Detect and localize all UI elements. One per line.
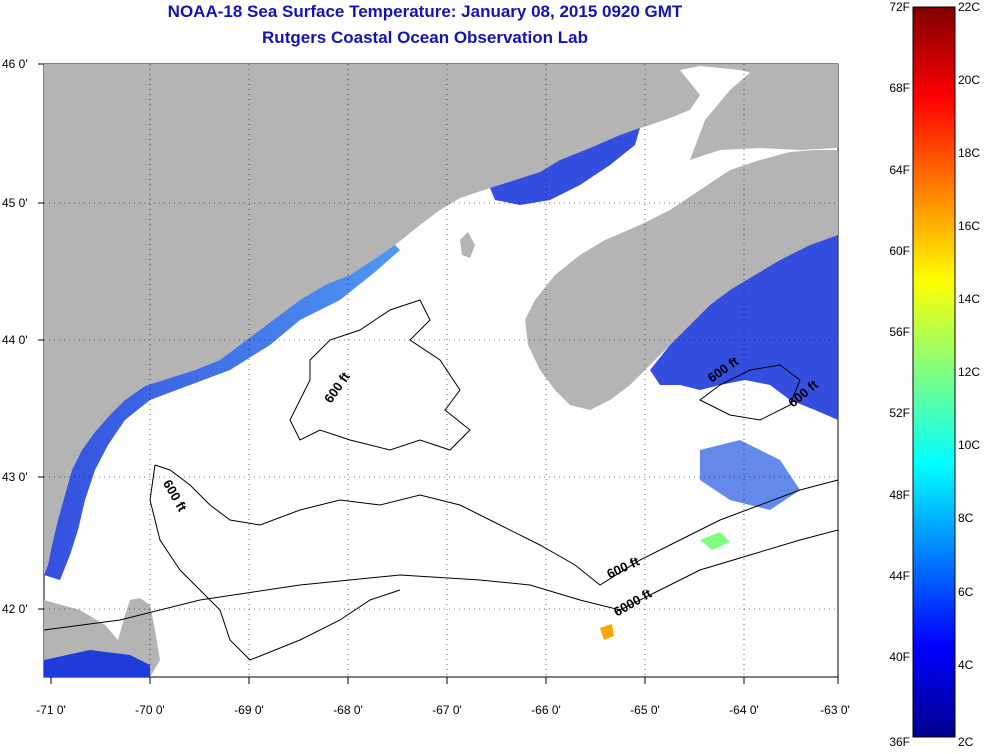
colorbar-f-label: 40F <box>889 650 910 664</box>
colorbar-c-label: 10C <box>958 438 981 452</box>
colorbar-c-label: 22C <box>958 0 981 14</box>
sst-southern-patch <box>44 650 150 677</box>
land-nova-scotia <box>525 150 838 410</box>
colorbar-c-label: 8C <box>958 511 974 525</box>
contour-600ft-south <box>154 464 838 586</box>
x-tick-label: -65 0' <box>630 703 660 717</box>
x-tick-label: -68 0' <box>333 703 363 717</box>
sst-warm-spot <box>600 624 614 640</box>
map-subtitle: Rutgers Coastal Ocean Observation Lab <box>262 28 588 47</box>
colorbar-c-label: 20C <box>958 73 981 87</box>
y-axis-ticks <box>38 63 44 610</box>
y-tick-label: 43 0' <box>2 470 28 484</box>
contour-600ft-east <box>699 364 801 421</box>
y-tick-label: 44 0' <box>2 333 28 347</box>
sst-green-spot <box>700 532 730 550</box>
land-new-england <box>44 64 838 575</box>
gridlines <box>44 64 838 677</box>
colorbar-c-label: 4C <box>958 658 974 672</box>
x-tick-label: -70 0' <box>135 703 165 717</box>
sst-offshore-patch <box>700 440 800 510</box>
colorbar-f-label: 36F <box>889 735 910 749</box>
colorbar-c-label: 18C <box>958 146 981 160</box>
colorbar-f-label: 52F <box>889 406 910 420</box>
x-tick-label: -71 0' <box>36 703 66 717</box>
colorbar-c-label: 14C <box>958 292 981 306</box>
y-tick-label: 46 0' <box>2 57 28 71</box>
colorbar-c-label: 16C <box>958 219 981 233</box>
land-grand-manan <box>460 232 475 258</box>
contour-600ft-north <box>289 299 471 451</box>
colorbar-f-label: 64F <box>889 163 910 177</box>
contour-600ft-west <box>149 464 401 661</box>
colorbar-f-label: 72F <box>889 0 910 14</box>
x-tick-label: -66 0' <box>531 703 561 717</box>
sst-coastal-band-maine <box>44 245 400 580</box>
x-tick-label: -63 0' <box>820 703 850 717</box>
colorbar-f-label: 56F <box>889 325 910 339</box>
sst-coastal-band-fundy <box>490 128 640 205</box>
x-tick-label: -69 0' <box>234 703 264 717</box>
x-tick-label: -64 0' <box>729 703 759 717</box>
y-tick-label: 42 0' <box>2 602 28 616</box>
land-north <box>690 64 838 160</box>
colorbar-c-label: 6C <box>958 585 974 599</box>
x-tick-label: -67 0' <box>432 703 462 717</box>
colorbar-f-label: 44F <box>889 569 910 583</box>
colorbar-c-label: 2C <box>958 735 974 749</box>
colorbar-f-label: 60F <box>889 244 910 258</box>
colorbar-f-label: 68F <box>889 81 910 95</box>
map-title: NOAA-18 Sea Surface Temperature: January… <box>167 2 683 21</box>
colorbar <box>912 6 956 738</box>
colorbar-c-label: 12C <box>958 365 981 379</box>
y-tick-label: 45 0' <box>2 196 28 210</box>
colorbar-f-label: 48F <box>889 488 910 502</box>
contour-6000ft <box>44 529 838 631</box>
x-axis-ticks <box>50 677 839 684</box>
